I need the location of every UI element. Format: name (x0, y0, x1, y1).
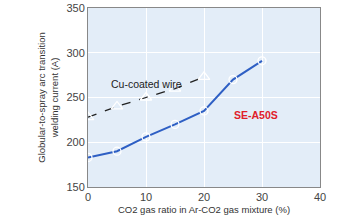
svg-text:200: 200 (66, 136, 84, 148)
svg-text:30: 30 (256, 191, 268, 203)
svg-text:40: 40 (314, 191, 326, 203)
svg-text:350: 350 (66, 2, 84, 14)
svg-text:300: 300 (66, 47, 84, 59)
svg-text:150: 150 (66, 181, 84, 193)
svg-text:SE-A50S: SE-A50S (234, 109, 278, 121)
svg-text:10: 10 (140, 191, 152, 203)
svg-text:CO2 gas ratio in Ar-CO2 gas mi: CO2 gas ratio in Ar-CO2 gas mixture (%) (118, 204, 290, 215)
svg-text:0: 0 (85, 191, 91, 203)
svg-text:Globular-to-spray arc transiti: Globular-to-spray arc transitionwelding … (36, 32, 59, 162)
svg-text:Cu-coated wire: Cu-coated wire (111, 78, 182, 90)
svg-text:20: 20 (198, 191, 210, 203)
svg-text:250: 250 (66, 91, 84, 103)
